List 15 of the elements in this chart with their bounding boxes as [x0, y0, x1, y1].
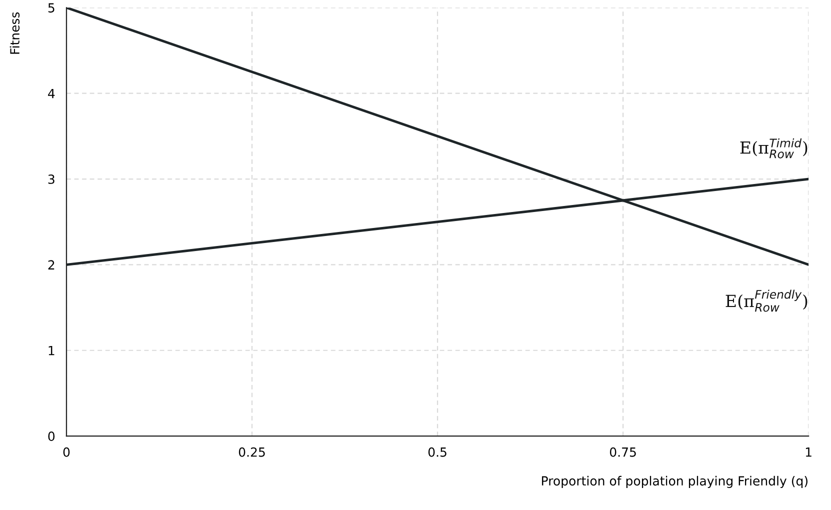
series-label: E(π$^{Timid}$$_{Row}$) — [740, 138, 808, 158]
y-tick-label: 1 — [48, 346, 54, 356]
x-tick-label: 1 — [806, 448, 812, 457]
y-tick-label: 2 — [48, 260, 54, 270]
y-tick-label: 5 — [48, 3, 54, 13]
x-tick-label: 0 — [63, 447, 70, 457]
y-axis-title: Fitness — [10, 12, 20, 54]
x-tick-label: 0.5 — [428, 447, 446, 457]
y-tick-label: 4 — [48, 88, 55, 98]
y-tick-label: 3 — [48, 174, 54, 184]
y-tick-label: 0 — [48, 432, 55, 441]
x-tick-label: 0.75 — [610, 447, 636, 457]
x-axis-title: Proportion of poplation playing Friendly (q) — [542, 476, 808, 488]
x-tick-label: 0.25 — [238, 447, 265, 457]
text: E(π$^{Friendly}$$_{Row}$) — [726, 290, 808, 312]
